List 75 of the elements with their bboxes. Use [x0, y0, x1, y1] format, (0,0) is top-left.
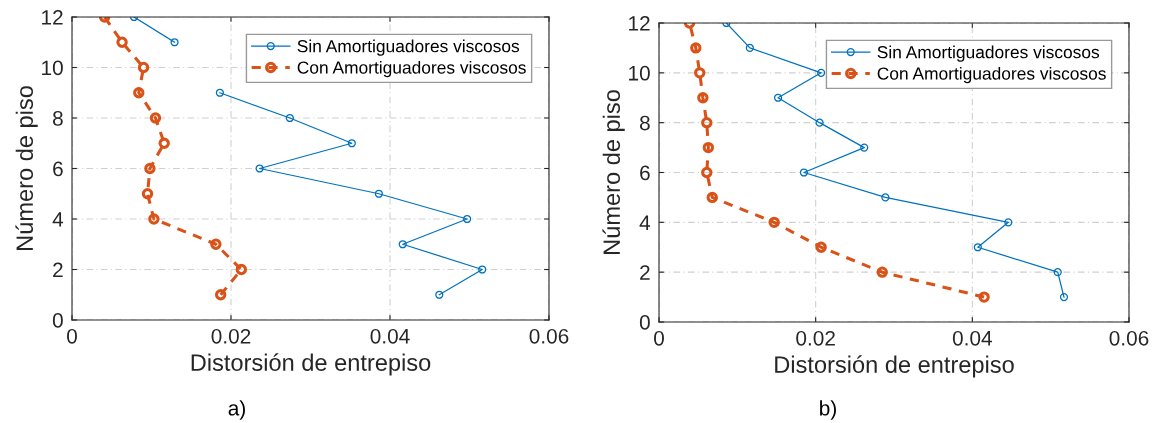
point	[973, 243, 982, 252]
point	[701, 166, 713, 179]
y-tick-label: 6	[53, 161, 63, 177]
point	[170, 38, 179, 47]
y-tick-label: 12	[42, 10, 63, 25]
x-tick-label: 0.06	[1109, 330, 1149, 346]
point	[137, 61, 150, 74]
y-tick-label: 8	[639, 115, 650, 131]
point	[144, 162, 156, 175]
text: b)	[820, 400, 836, 420]
y-tick-label: 10	[629, 65, 650, 81]
point	[398, 240, 407, 249]
point	[876, 266, 888, 278]
point	[978, 291, 990, 303]
x-tick-label: 0.02	[211, 328, 251, 344]
point	[773, 93, 783, 102]
y-axis-title: Número de piso	[15, 86, 38, 250]
x-axis-title: Distorsión de entrepiso	[191, 353, 431, 376]
point	[817, 68, 826, 77]
legend-label: Con Amortiguadores viscosos	[877, 66, 1106, 84]
point	[285, 113, 294, 123]
point	[116, 36, 128, 48]
y-tick-label: 0	[52, 313, 63, 328]
y-tick-label: 8	[52, 111, 63, 126]
point	[149, 112, 162, 124]
point	[158, 137, 170, 149]
point	[235, 263, 248, 276]
point	[255, 164, 264, 173]
point	[768, 216, 780, 229]
point	[1053, 268, 1062, 277]
y-tick-label: 4	[639, 215, 651, 230]
point	[148, 213, 160, 225]
y-tick-label: 10	[42, 60, 63, 76]
point	[141, 188, 154, 200]
point	[133, 87, 145, 99]
y-tick-label: 2	[53, 262, 63, 278]
point	[860, 143, 869, 152]
point	[478, 265, 487, 274]
y-tick-label: 6	[640, 165, 650, 181]
x-tick-label: 0.06	[529, 328, 569, 344]
point	[210, 238, 222, 250]
x-tick-label: 0	[67, 328, 77, 344]
y-tick-label: 0	[639, 315, 650, 330]
legend-label: Sin Amortiguadores viscosos	[877, 45, 1100, 62]
point	[374, 189, 383, 198]
y-axis-title: Número de piso	[602, 90, 625, 254]
point	[702, 141, 715, 154]
point	[694, 67, 706, 79]
point	[214, 289, 227, 301]
point	[1004, 218, 1013, 227]
point	[815, 241, 827, 253]
y-tick-label: 12	[629, 16, 650, 31]
x-axis-title: Distorsión de entrepiso	[775, 355, 1014, 378]
point	[347, 139, 356, 148]
x-tick-label: 0	[654, 330, 664, 346]
y-tick-label: 4	[52, 212, 64, 227]
x-tick-label: 0.04	[952, 330, 992, 346]
x-tick-label: 0.02	[796, 330, 835, 346]
legend-label: Sin Amortiguadores viscosos	[297, 39, 520, 56]
point	[881, 193, 890, 202]
text: a)	[228, 400, 245, 420]
point	[701, 116, 713, 129]
point	[435, 290, 444, 299]
legend-label: Con Amortiguadores viscosos	[297, 60, 526, 78]
point	[215, 88, 224, 97]
point	[690, 42, 702, 54]
point	[745, 43, 754, 53]
point	[706, 191, 718, 204]
point	[463, 214, 472, 224]
x-tick-label: 0.04	[370, 328, 410, 344]
y-tick-label: 2	[640, 265, 650, 280]
point	[815, 118, 824, 127]
point	[799, 168, 809, 177]
point	[697, 92, 709, 104]
point	[1059, 292, 1069, 302]
